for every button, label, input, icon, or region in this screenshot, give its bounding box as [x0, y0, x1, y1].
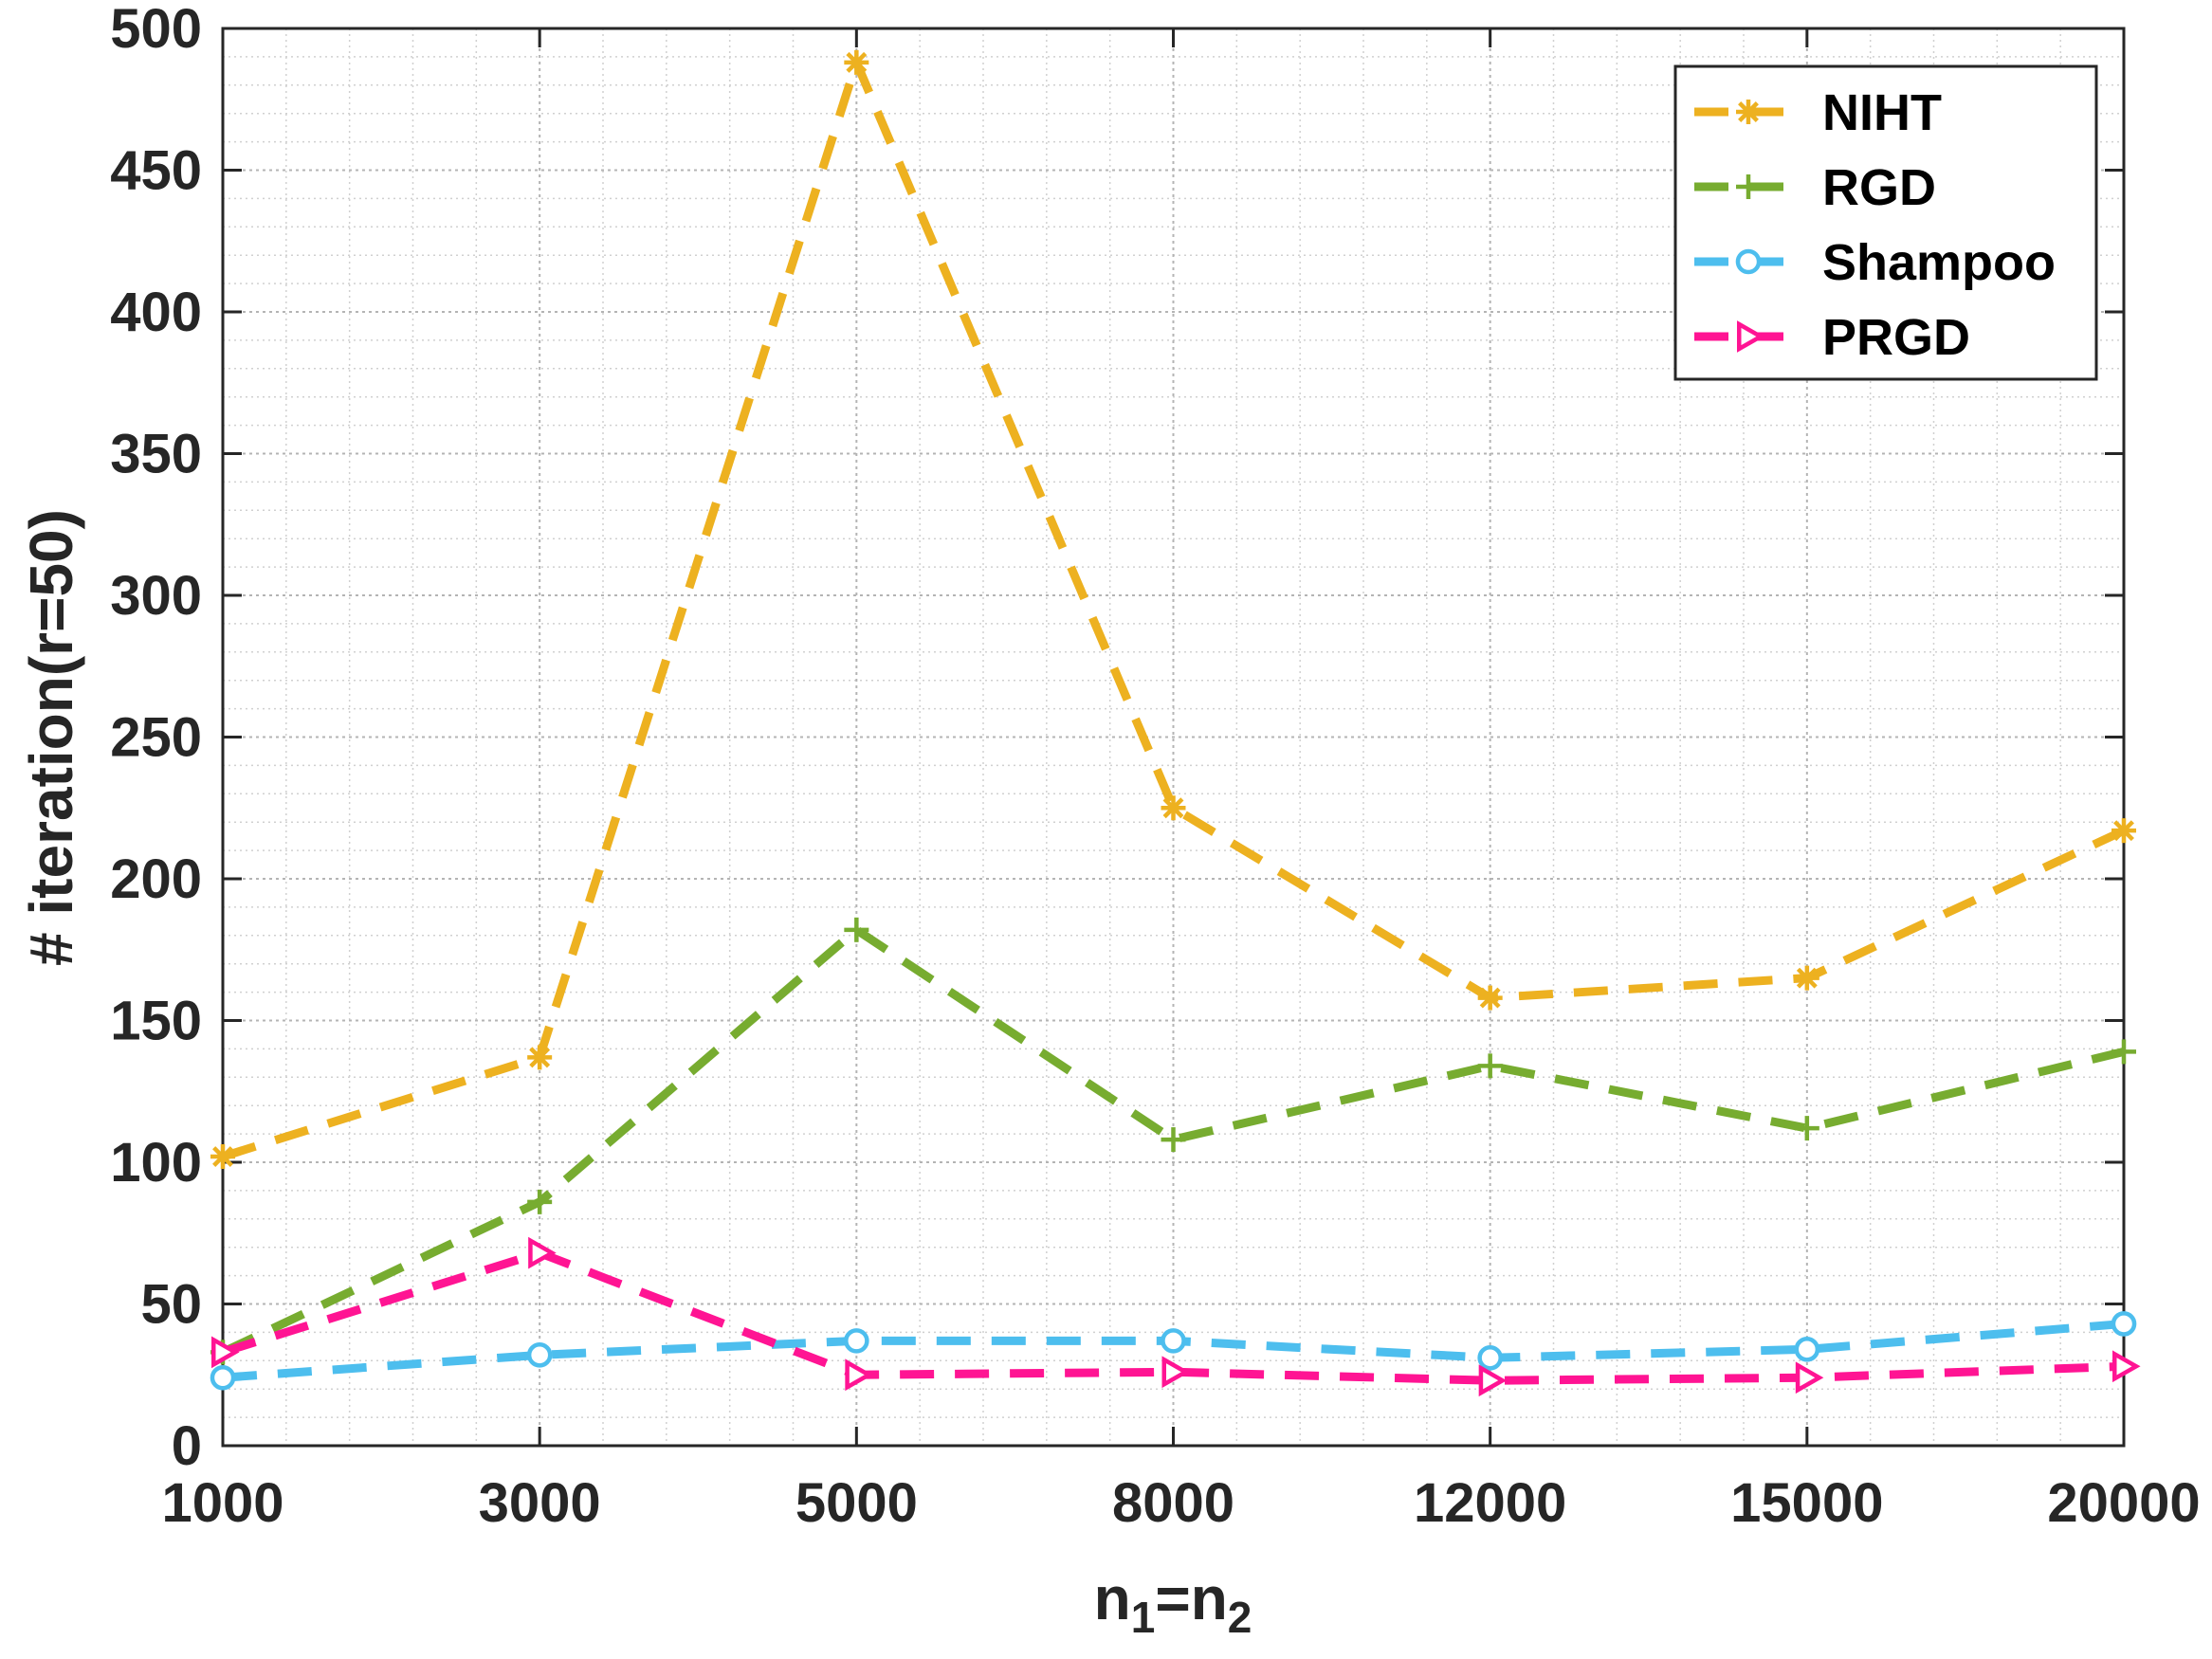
data-point-rgd: [1161, 1127, 1186, 1153]
legend-marker-rgd: [1736, 174, 1761, 199]
marker-shape: [2111, 1311, 2137, 1337]
data-point-rgd: [527, 1189, 553, 1214]
marker-shape: [2112, 1350, 2141, 1383]
y-tick-label: 250: [110, 707, 202, 769]
axes: [221, 27, 2126, 1448]
legend-item-shampoo: Shampoo: [1694, 234, 2056, 291]
y-tick-label: 100: [110, 1132, 202, 1194]
data-point-prgd: [2112, 1350, 2141, 1383]
marker-shape: [1477, 1345, 1503, 1371]
legend-marker-prgd: [1737, 320, 1765, 353]
data-point-niht: [1477, 985, 1503, 1011]
y-tick-label: 200: [110, 848, 202, 910]
legend-item-rgd: RGD: [1694, 159, 1936, 216]
marker-shape: [528, 1236, 557, 1269]
data-point-niht: [1161, 795, 1186, 821]
data-point-rgd: [2111, 1039, 2136, 1065]
marker-shape: [845, 1358, 873, 1392]
y-tick-label: 350: [110, 424, 202, 485]
x-tick-label: 3000: [479, 1472, 601, 1534]
y-tick-label: 300: [110, 565, 202, 627]
marker-stroke: [529, 1047, 551, 1068]
data-point-niht: [844, 49, 869, 75]
x-tick-label: 1000: [161, 1472, 283, 1534]
series-niht: [210, 49, 2136, 1170]
data-point-prgd: [845, 1358, 873, 1392]
marker-shape: [1794, 1337, 1820, 1362]
marker-stroke: [846, 51, 868, 73]
y-tick-label: 400: [110, 282, 202, 343]
data-point-rgd: [1794, 1116, 1819, 1141]
x-axis-title: n1=n2: [1094, 1564, 1252, 1642]
data-point-prgd: [1795, 1361, 1824, 1395]
legend: NIHT RGD Shampoo PRGD: [1673, 64, 2098, 381]
marker-shape: [1478, 1364, 1508, 1397]
y-tick-label: 150: [110, 991, 202, 1052]
tick-labels: 0 50 100 150 200 250 300 350 400 450 500 1000 3000 50…: [110, 0, 2200, 1534]
data-point-niht: [210, 1144, 235, 1170]
marker-stroke: [212, 1146, 233, 1167]
x-tick-label: 5000: [795, 1472, 918, 1534]
data-point-shampoo: [1477, 1345, 1503, 1371]
data-point-shampoo: [210, 1364, 236, 1391]
marker-stroke: [1796, 967, 1818, 989]
series-prgd: [211, 1236, 2141, 1397]
x-tick-label: 20000: [2047, 1472, 2200, 1534]
y-tick-label: 450: [110, 140, 202, 202]
marker-shape: [844, 1328, 869, 1354]
data-point-rgd: [1477, 1053, 1503, 1079]
legend-item-prgd: PRGD: [1694, 309, 1970, 366]
marker-shape: [211, 1336, 240, 1369]
marker-stroke: [2113, 820, 2134, 842]
data-point-shampoo: [2111, 1311, 2137, 1337]
data-point-shampoo: [526, 1342, 553, 1368]
marker-stroke: [1162, 797, 1184, 819]
legend-marker-niht: [1736, 100, 1761, 124]
x-tick-label: 15000: [1730, 1472, 1883, 1534]
marker-shape: [210, 1364, 236, 1391]
legend-label-prgd: PRGD: [1822, 309, 1970, 366]
series-shampoo: [210, 1311, 2137, 1391]
data-point-prgd: [211, 1336, 240, 1369]
legend-label-niht: NIHT: [1822, 84, 1942, 141]
legend-label-rgd: RGD: [1822, 159, 1936, 216]
data-point-shampoo: [1161, 1328, 1186, 1354]
data-point-prgd: [1478, 1364, 1508, 1397]
data-point-niht: [1794, 965, 1819, 991]
legend-item-niht: NIHT: [1694, 84, 1942, 141]
marker-shape: [1161, 1328, 1186, 1354]
data-point-shampoo: [844, 1328, 869, 1354]
x-tick-label: 8000: [1112, 1472, 1234, 1534]
marker-shape: [1161, 1356, 1191, 1389]
y-tick-label: 50: [140, 1274, 202, 1336]
marker-shape: [1735, 248, 1762, 275]
marker-stroke: [1479, 987, 1501, 1009]
x-tick-label: 12000: [1414, 1472, 1566, 1534]
marker-shape: [1795, 1361, 1824, 1395]
data-point-rgd: [844, 917, 869, 942]
data-point-niht: [2111, 818, 2136, 844]
data-point-prgd: [1161, 1356, 1191, 1389]
legend-label-shampoo: Shampoo: [1822, 234, 2056, 291]
series-layer: [210, 49, 2141, 1397]
legend-marker-shampoo: [1735, 248, 1762, 275]
y-tick-label: 0: [172, 1415, 202, 1477]
y-tick-label: 500: [110, 0, 202, 60]
marker-stroke: [1738, 101, 1759, 122]
data-point-prgd: [528, 1236, 557, 1269]
y-axis-title: # iteration(r=50): [17, 509, 85, 966]
data-point-niht: [527, 1045, 553, 1070]
marker-shape: [526, 1342, 553, 1368]
marker-shape: [1737, 320, 1765, 353]
data-point-shampoo: [1794, 1337, 1820, 1362]
